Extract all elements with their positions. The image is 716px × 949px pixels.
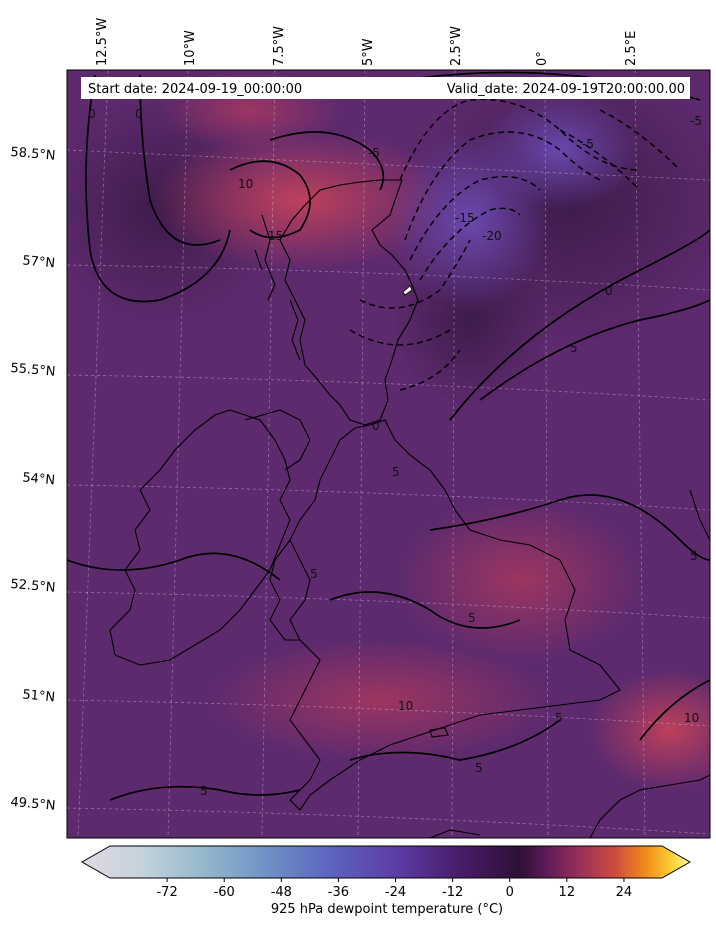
colorbar-gradient [80, 845, 692, 879]
coast-wight [429, 727, 449, 738]
contour-label-group: 0 0 -5 10 15 -15 -20 -5 0 5 -5 0 5 5 5 5… [88, 107, 702, 798]
colorbar-tick-label: 12 [559, 885, 576, 900]
lat-label: 51°N [22, 687, 56, 705]
contour-label: 10 [398, 699, 413, 713]
map-frame [66, 69, 711, 839]
contour-label: 5 [310, 567, 318, 581]
colorbar-tick-label: 0 [506, 885, 514, 900]
contour-label: 5 [392, 465, 400, 479]
colorbar-tick-label: -36 [328, 885, 349, 900]
contour-label: -20 [482, 229, 502, 243]
contour-label: 10 [238, 177, 253, 191]
contours-solid [67, 71, 710, 801]
coast-netherlands [689, 489, 710, 541]
contours-dashed [349, 98, 681, 391]
lat-label: 49.5°N [10, 795, 56, 814]
lon-label: 0° [535, 51, 550, 66]
coast-england [289, 419, 621, 811]
contour-label: 0 [605, 284, 613, 298]
colorbar: -72 -60 -48 -36 -24 -12 0 12 24 925 hPa dewpoint… [80, 845, 692, 917]
coast-france [589, 774, 710, 838]
valid-date-label: Valid_date: 2024-09-19T20:00:00.00 [447, 82, 685, 97]
coast-wales [269, 539, 300, 641]
contour-label: 5 [475, 761, 483, 775]
coast-northern-ireland [244, 409, 311, 471]
contour-label: 15 [268, 229, 283, 243]
dewpoint-field: 0 0 -5 10 15 -15 -20 -5 0 5 -5 0 5 5 5 5… [67, 70, 710, 838]
contour-label: -5 [690, 114, 702, 128]
contour-label: 0 [135, 107, 143, 121]
contour-label: 10 [684, 711, 699, 725]
contour-label: 5 [570, 341, 578, 355]
colorbar-tick-label: -12 [442, 885, 463, 900]
start-date-label: Start date: 2024-09-19_00:00:00 [88, 82, 302, 97]
lat-label: 52.5°N [10, 577, 56, 596]
coast-scotland [279, 179, 419, 426]
contour-label: -15 [455, 211, 475, 225]
coast-isles-west [254, 214, 301, 361]
lat-label: 54°N [22, 470, 56, 488]
graticule [67, 70, 710, 838]
lat-label: 55.5°N [10, 361, 56, 380]
contour-label: 5 [690, 549, 698, 563]
lon-label: 12.5°W [95, 18, 110, 66]
colorbar-ticks: -72 -60 -48 -36 -24 -12 0 12 24 [156, 878, 632, 900]
warm-region-southeast [590, 670, 710, 790]
lon-label: 2.5°W [449, 26, 464, 66]
colorbar-tick-label: -24 [385, 885, 406, 900]
colorbar-tick-label: 24 [616, 885, 633, 900]
contour-label: 5 [555, 711, 563, 725]
colorbar-tick-label: -60 [214, 885, 235, 900]
warm-region-england [400, 500, 640, 660]
warm-region-channel [210, 640, 550, 760]
lon-label: 5°W [361, 38, 376, 66]
colorbar-tick-label: -48 [271, 885, 292, 900]
coast-ireland [109, 409, 291, 666]
colorbar-tick-label: -72 [156, 885, 177, 900]
lon-label: 7.5°W [272, 26, 287, 66]
coastlines [109, 179, 710, 838]
colorbar-label: 925 hPa dewpoint temperature (°C) [271, 902, 503, 917]
longitude-labels: 12.5°W 10°W 7.5°W 5°W 2.5°W 0° 2.5°E [95, 18, 639, 66]
contour-label: -5 [368, 146, 380, 160]
lon-label: 10°W [183, 30, 198, 66]
contour-label: 0 [372, 419, 380, 433]
contour-label: -5 [582, 137, 594, 151]
lon-label: 2.5°E [624, 31, 639, 66]
lat-label: 58.5°N [10, 145, 56, 164]
contour-label: 5 [468, 611, 476, 625]
missing-data-speck [402, 285, 413, 296]
latitude-labels: 58.5°N 57°N 55.5°N 54°N 52.5°N 51°N 49.5… [10, 145, 56, 814]
header-box [81, 77, 690, 99]
contour-label: 5 [200, 784, 208, 798]
coast-brittany [429, 829, 481, 838]
lat-label: 57°N [22, 253, 56, 271]
contour-label: 0 [88, 107, 96, 121]
